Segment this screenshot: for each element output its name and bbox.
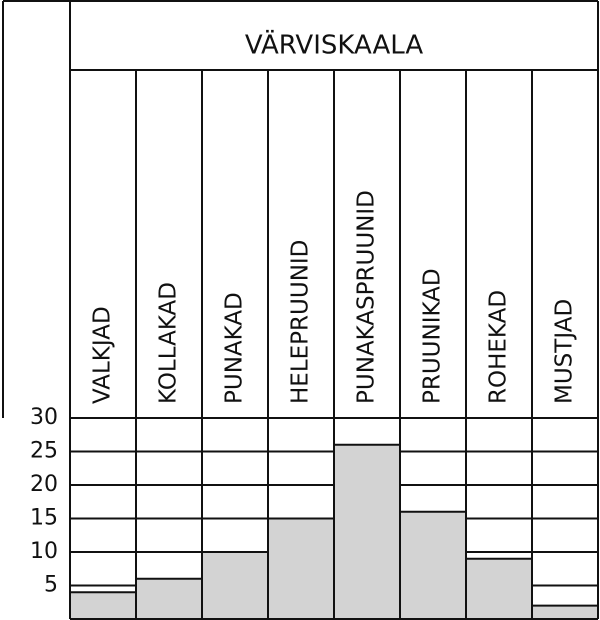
- y-tick-label: 5: [44, 573, 58, 598]
- y-tick-label: 10: [30, 539, 58, 564]
- y-tick-label: 30: [30, 405, 58, 430]
- category-label: ROHEKAD: [486, 290, 512, 404]
- bar: [334, 444, 400, 619]
- y-tick-label: 25: [30, 439, 58, 464]
- chart-title: VÄRVISKAALA: [245, 29, 423, 61]
- bar: [400, 511, 466, 619]
- y-tick-label: 15: [30, 506, 58, 531]
- category-label: VALKJAD: [90, 306, 116, 404]
- category-label: PUNAKASPRUUNID: [354, 190, 380, 404]
- category-label: KOLLAKAD: [156, 282, 182, 404]
- category-label: PUNAKAD: [222, 292, 248, 404]
- bar: [268, 518, 334, 619]
- bar: [136, 578, 202, 619]
- bar: [532, 605, 598, 619]
- category-label: MUSTJAD: [552, 299, 578, 404]
- category-label: HELEPRUUNID: [288, 240, 314, 404]
- bar: [70, 592, 136, 619]
- y-tick-label: 20: [30, 472, 58, 497]
- bar: [466, 558, 532, 619]
- bar: [202, 552, 268, 619]
- category-label: PRUUNIKAD: [420, 268, 446, 404]
